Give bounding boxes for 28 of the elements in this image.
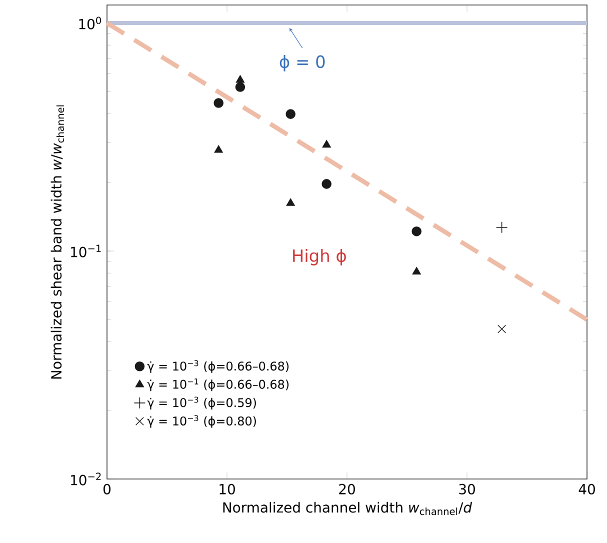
y-tick-label: 10$^{−2}$	[71, 472, 101, 486]
point	[412, 266, 421, 275]
point	[286, 198, 295, 206]
point	[286, 109, 296, 119]
x-tick-label: 0	[103, 484, 111, 494]
legend-label: γ̇ = 10$^{−3}$ (ϕ=0.66–0.68)	[147, 360, 289, 373]
point	[214, 98, 224, 108]
point	[498, 324, 506, 334]
x-tick-label: 20	[339, 484, 355, 494]
y-tick-label: 10$^{0}$	[79, 16, 102, 30]
point	[496, 221, 508, 234]
legend-label: γ̇ = 10$^{−3}$ (ϕ=0.59)	[147, 396, 256, 410]
point	[236, 75, 244, 83]
x-tick-label: 10	[220, 484, 235, 494]
legend-label: γ̇ = 10$^{−1}$ (ϕ=0.66–0.68)	[147, 378, 289, 392]
x-tick-label: 30	[459, 484, 475, 494]
point	[214, 145, 223, 153]
y-tick-label: 10$^{−1}$	[71, 244, 101, 258]
point	[322, 140, 331, 148]
x-tick-label: 40	[578, 484, 595, 494]
annotation: High ϕ	[293, 248, 346, 266]
x-axis-title: Normalized channel width w$_{channel}$/d	[223, 502, 472, 516]
annotation: ϕ = 0	[280, 54, 325, 72]
point	[322, 179, 332, 189]
point	[412, 226, 422, 236]
point	[235, 82, 246, 92]
y-axis-title: Normalized shear band width w/w$_{channel}$	[50, 105, 64, 379]
legend-label: γ̇ = 10$^{−3}$ (ϕ=0.80)	[147, 415, 256, 428]
